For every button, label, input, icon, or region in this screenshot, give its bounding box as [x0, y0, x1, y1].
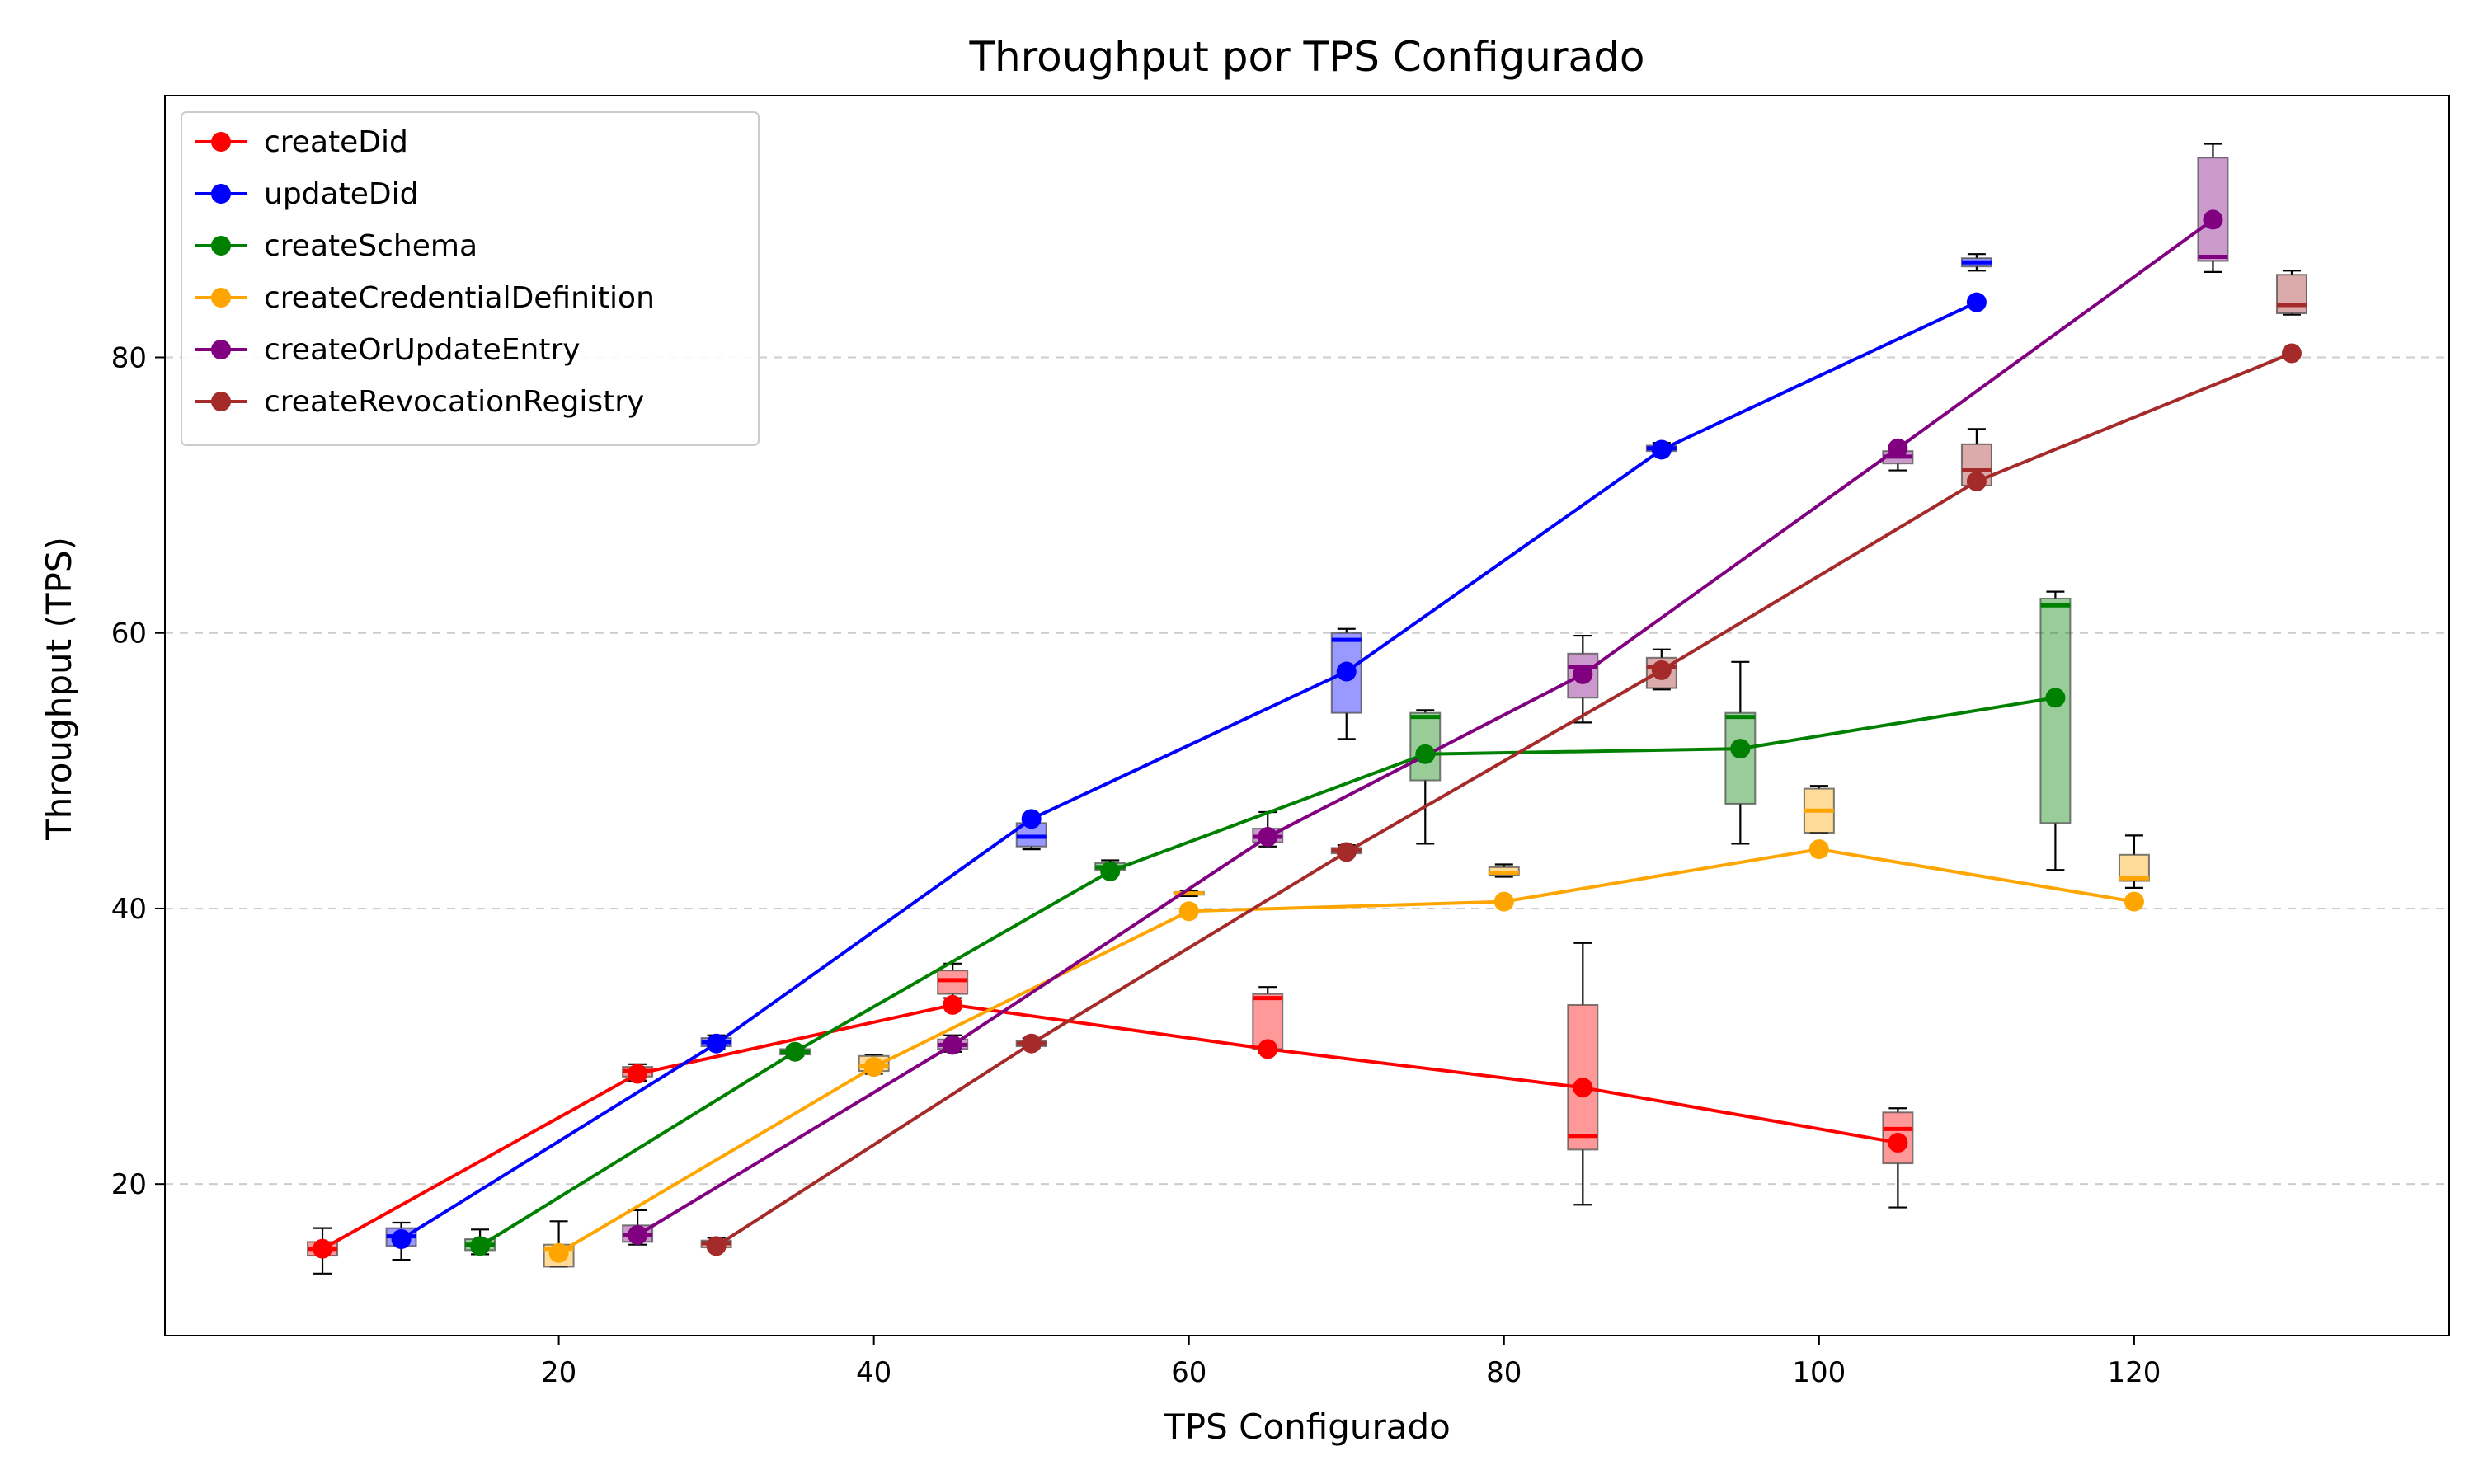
create-or-update-entry-point [943, 1035, 963, 1055]
legend-label: createCredentialDefinition [264, 281, 655, 315]
create-or-update-entry-point [1573, 664, 1593, 684]
chart-title: Throughput por TPS Configurado [968, 33, 1644, 81]
update-did-point [706, 1033, 727, 1054]
legend-marker [211, 132, 231, 152]
create-or-update-entry-box [2197, 143, 2229, 274]
create-revocation-registry-point [1966, 471, 1987, 491]
create-did-point [628, 1064, 648, 1084]
create-credential-definition-box [1803, 785, 1835, 834]
legend-item-create-credential-definition: createCredentialDefinition [195, 281, 655, 315]
legend-marker [211, 340, 231, 359]
legend-item-create-schema: createSchema [195, 229, 477, 263]
create-did-point [1888, 1133, 1908, 1153]
create-credential-definition-box [1173, 890, 1205, 898]
create-credential-definition-point [863, 1057, 884, 1078]
create-schema-point [1415, 744, 1436, 764]
box-body [2275, 274, 2307, 315]
create-credential-definition-line [557, 848, 2135, 1255]
legend-marker [211, 288, 231, 308]
box-body [2197, 157, 2229, 262]
update-did-point [391, 1229, 412, 1250]
series-lines [322, 218, 2293, 1255]
grid-lines [165, 356, 2449, 1186]
y-tick-label: 20 [111, 1168, 147, 1201]
legend-item-create-did: createDid [195, 125, 408, 159]
create-or-update-entry-point [2203, 209, 2223, 230]
legend-marker [211, 236, 231, 256]
create-revocation-registry-point [1021, 1033, 1042, 1054]
create-schema-point [785, 1041, 806, 1062]
update-did-point [1021, 809, 1042, 829]
legend-label: createSchema [264, 229, 477, 263]
x-tick-label: 100 [1792, 1356, 1846, 1389]
x-tick-label: 120 [2107, 1356, 2161, 1389]
y-tick-label: 40 [111, 893, 147, 926]
legend-label: createDid [264, 125, 408, 159]
box-body [1567, 1003, 1599, 1151]
y-tick-label: 60 [111, 618, 147, 650]
update-did-box [1960, 253, 1992, 272]
legend-marker [211, 184, 231, 204]
x-tick-label: 60 [1171, 1356, 1206, 1389]
legend-label: updateDid [264, 177, 418, 211]
create-did-line [322, 1003, 1898, 1251]
create-did-point [1573, 1078, 1593, 1098]
legend-item-create-or-update-entry: createOrUpdateEntry [195, 333, 581, 367]
update-did-line [400, 300, 1978, 1241]
create-did-point [943, 994, 963, 1015]
create-credential-definition-box [2118, 834, 2150, 889]
create-or-update-entry-point [628, 1225, 648, 1246]
create-did-point [313, 1238, 333, 1259]
x-tick-label: 20 [541, 1356, 576, 1389]
legend-label: createRevocationRegistry [264, 385, 644, 419]
create-credential-definition-point [1808, 839, 1829, 860]
create-schema-line [479, 696, 2056, 1248]
create-or-update-entry-point [1888, 438, 1908, 458]
create-schema-point [1100, 861, 1121, 881]
update-did-point [1651, 439, 1672, 460]
legend-item-create-revocation-registry: createRevocationRegistry [195, 385, 644, 419]
plot-area-frame [164, 95, 2450, 1336]
update-did-point [1336, 661, 1357, 682]
create-revocation-registry-point [706, 1236, 727, 1256]
create-schema-point [1730, 739, 1751, 759]
x-tick-label: 40 [856, 1356, 891, 1389]
box-body [2039, 597, 2072, 824]
legend-marker [211, 392, 231, 411]
create-did-box [1567, 942, 1599, 1206]
legend-box [181, 111, 760, 446]
create-revocation-registry-point [2281, 343, 2302, 364]
create-revocation-registry-line [715, 351, 2293, 1248]
y-axis-label: Throughput (TPS) [39, 537, 79, 841]
create-credential-definition-point [1493, 891, 1514, 912]
create-credential-definition-box [1488, 863, 1520, 878]
create-schema-point [2045, 688, 2066, 708]
create-schema-point [470, 1236, 491, 1256]
legend: createDid updateDid createSchema createCred… [181, 111, 760, 446]
x-axis-label: TPS Configurado [1163, 1407, 1451, 1447]
create-revocation-registry-point [1336, 842, 1357, 862]
series-points [313, 209, 2302, 1263]
create-did-point [1258, 1039, 1278, 1059]
update-did-point [1966, 292, 1987, 312]
box-body [937, 970, 969, 995]
create-credential-definition-point [2124, 891, 2144, 912]
x-tick-label: 80 [1486, 1356, 1522, 1389]
create-credential-definition-point [548, 1242, 569, 1263]
create-revocation-registry-box [2275, 270, 2307, 316]
create-revocation-registry-point [1651, 660, 1672, 680]
legend-label: createOrUpdateEntry [264, 333, 581, 367]
legend-item-update-did: updateDid [195, 177, 418, 211]
create-credential-definition-point [1178, 901, 1199, 922]
y-tick-label: 80 [111, 342, 147, 375]
create-or-update-entry-point [1258, 827, 1278, 848]
axis-ticks: 20 40 60 80 20 40 60 80 100 120 [111, 342, 2161, 1389]
create-schema-box [2039, 590, 2072, 871]
